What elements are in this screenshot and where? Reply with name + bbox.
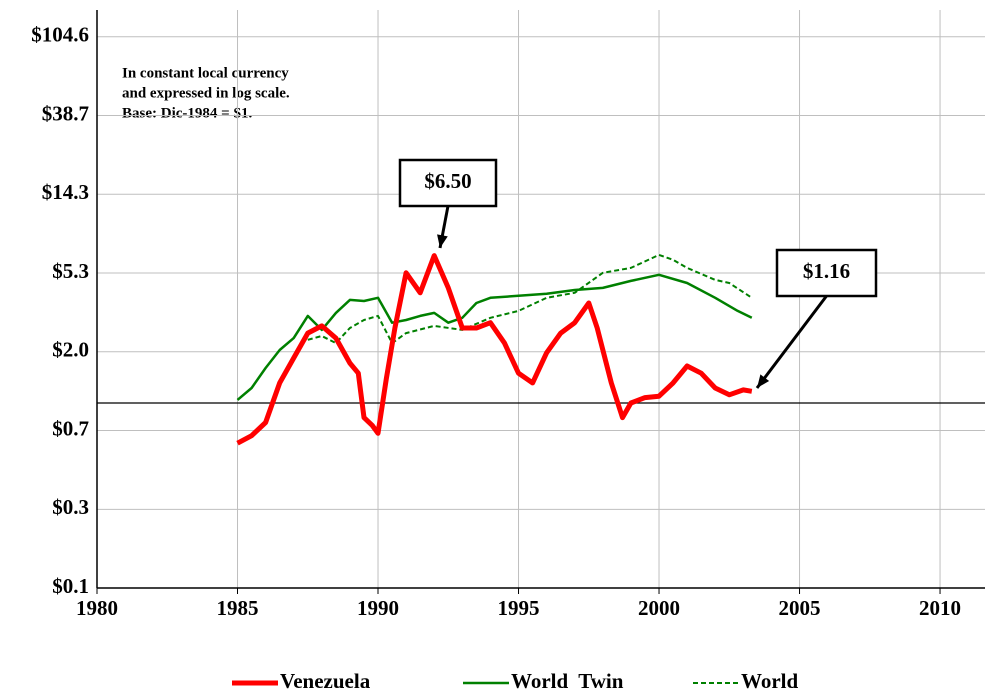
annotation-box — [775, 248, 878, 298]
note-line: and expressed in log scale. — [122, 85, 290, 101]
y-tick-label: $104.6 — [31, 23, 89, 47]
legend-label: World — [741, 669, 798, 693]
x-tick-label: 2010 — [919, 596, 961, 620]
x-tick-label: 2000 — [638, 596, 680, 620]
y-tick-label: $0.7 — [52, 416, 89, 440]
annotation-box — [398, 158, 498, 208]
x-tick-label: 2005 — [779, 596, 821, 620]
series-line — [307, 253, 753, 345]
annotation-label: $6.50 — [424, 169, 471, 193]
note-line: Base: Dic-1984 = $1. — [122, 105, 252, 121]
x-tick-label: 1990 — [357, 596, 399, 620]
series-line — [236, 273, 753, 401]
y-tick-label: $14.3 — [42, 180, 89, 204]
annotation-arrow — [755, 295, 828, 389]
x-tick-label: 1985 — [217, 596, 259, 620]
y-tick-label: $2.0 — [52, 338, 89, 362]
legend-label: Venezuela — [280, 669, 371, 693]
annotation-arrowhead — [437, 234, 448, 248]
note-line: In constant local currency — [122, 65, 289, 81]
y-tick-label: $0.3 — [52, 495, 89, 519]
y-tick-label: $0.1 — [52, 574, 89, 598]
x-tick-label: 1980 — [76, 596, 118, 620]
annotation-label: $1.16 — [803, 259, 850, 283]
annotation-arrowhead — [757, 374, 770, 388]
y-tick-label: $5.3 — [52, 259, 89, 283]
series-line — [236, 253, 753, 446]
y-tick-label: $38.7 — [42, 101, 89, 125]
legend-label: World Twin — [511, 669, 624, 693]
x-tick-label: 1995 — [498, 596, 540, 620]
